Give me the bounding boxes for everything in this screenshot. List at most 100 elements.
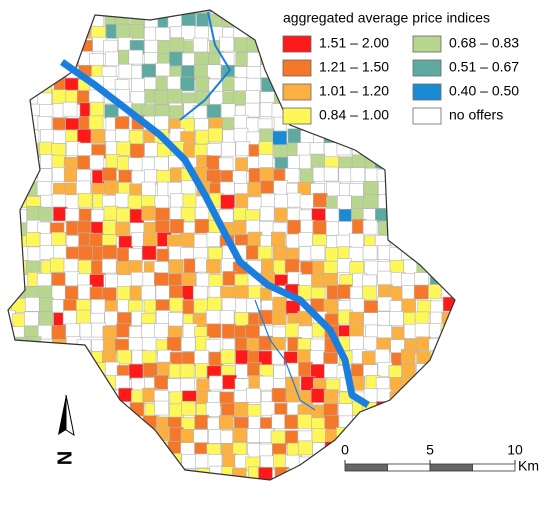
district — [103, 205, 119, 221]
district — [311, 456, 326, 471]
district — [297, 311, 313, 326]
district — [348, 469, 364, 480]
district — [454, 402, 455, 417]
district — [115, 192, 130, 208]
district — [181, 272, 196, 288]
district — [104, 180, 119, 196]
district — [391, 24, 406, 39]
district — [233, 285, 249, 300]
district — [324, 441, 340, 456]
district — [8, 400, 16, 416]
district — [365, 483, 379, 497]
district — [402, 391, 418, 406]
district — [310, 388, 326, 403]
district — [376, 168, 392, 184]
district — [102, 244, 118, 260]
district — [142, 443, 158, 459]
district — [8, 14, 14, 29]
district — [128, 481, 142, 495]
district — [23, 154, 39, 170]
district — [454, 245, 455, 261]
district — [284, 168, 300, 183]
district — [14, 142, 29, 158]
district — [14, 154, 29, 169]
district — [25, 377, 40, 392]
district — [128, 49, 144, 65]
district — [53, 11, 68, 27]
district — [297, 469, 313, 480]
district — [467, 377, 481, 391]
arrow-head — [65, 394, 75, 437]
district — [128, 157, 143, 173]
district — [427, 247, 443, 262]
district — [337, 195, 352, 210]
district — [27, 363, 43, 379]
district — [272, 245, 288, 261]
district — [271, 231, 286, 247]
district — [38, 297, 54, 312]
district — [182, 193, 198, 209]
district — [195, 129, 210, 145]
district — [77, 155, 92, 170]
legend-swatch — [282, 107, 312, 125]
district — [272, 296, 287, 312]
district — [53, 479, 69, 480]
district — [90, 129, 106, 144]
district — [466, 260, 480, 274]
district — [272, 130, 288, 146]
district — [52, 37, 67, 53]
district — [377, 296, 393, 312]
district — [179, 10, 195, 14]
district — [195, 468, 210, 480]
district — [25, 454, 40, 470]
district — [181, 454, 197, 469]
district — [403, 130, 418, 146]
district — [78, 10, 94, 15]
scale-segment — [387, 463, 431, 472]
district — [142, 10, 157, 13]
district — [232, 427, 248, 443]
scale-label: 0 — [341, 442, 349, 458]
district — [443, 195, 455, 211]
district — [116, 482, 130, 496]
district — [467, 207, 481, 221]
district — [12, 364, 27, 380]
district — [429, 221, 444, 237]
district — [79, 482, 93, 496]
legend-swatch — [282, 83, 312, 101]
district — [38, 377, 54, 393]
scale-segment — [344, 463, 388, 472]
district — [104, 51, 120, 67]
district — [324, 456, 340, 471]
district — [258, 154, 274, 169]
district — [427, 167, 443, 183]
district — [104, 441, 120, 457]
district — [390, 415, 406, 431]
district — [40, 465, 55, 480]
district — [443, 349, 455, 365]
district — [207, 127, 223, 143]
district — [105, 10, 120, 16]
district — [115, 128, 130, 144]
district — [89, 154, 105, 170]
district — [429, 181, 445, 196]
district — [361, 351, 377, 366]
district — [141, 350, 157, 366]
district — [167, 75, 182, 91]
district — [154, 272, 169, 288]
district — [260, 193, 276, 208]
district — [388, 194, 403, 210]
district — [442, 209, 455, 224]
district — [65, 10, 81, 16]
district — [8, 209, 13, 225]
district — [299, 482, 313, 496]
district — [260, 180, 275, 195]
district — [155, 310, 171, 325]
district — [39, 245, 55, 260]
district — [389, 482, 403, 496]
district — [258, 309, 273, 325]
district — [63, 24, 78, 40]
district — [468, 404, 482, 418]
district — [456, 338, 470, 352]
